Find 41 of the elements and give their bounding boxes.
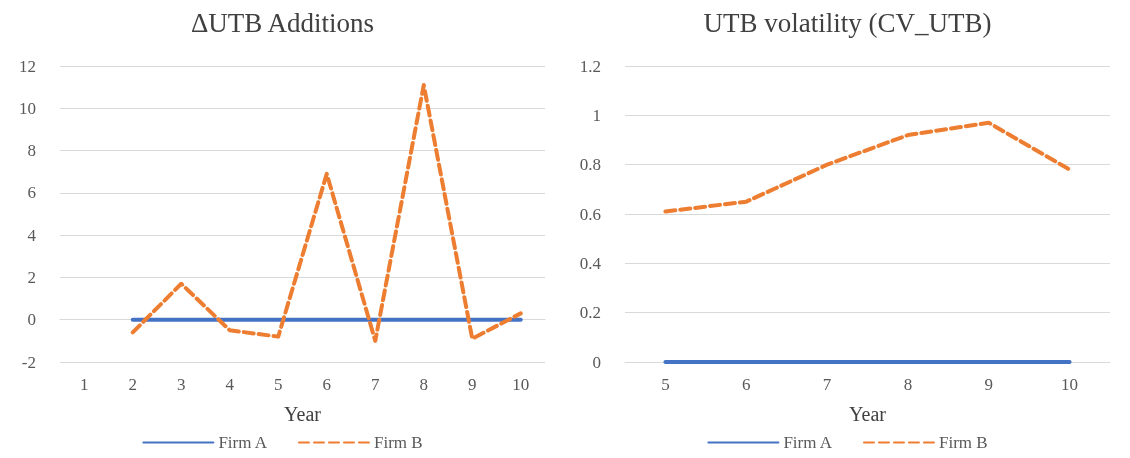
y-tick-label: 0	[592, 352, 601, 372]
y-tick-label: 0.4	[579, 253, 602, 273]
y-tick-label: 8	[27, 141, 36, 161]
x-tick-label: 6	[322, 375, 331, 394]
x-tick-label: 9	[984, 375, 993, 394]
y-tick-label: 2	[27, 267, 36, 287]
chart-title: UTB volatility (CV_UTB)	[703, 7, 992, 38]
line-series	[130, 83, 523, 343]
y-tick-label: 0	[27, 310, 36, 330]
x-tick-label: 3	[177, 375, 186, 394]
x-tick-label: 6	[742, 375, 751, 394]
y-tick-label: 4	[27, 225, 37, 245]
x-axis-title: Year	[284, 403, 322, 425]
x-tick-label: 8	[903, 375, 913, 394]
x-tick-label: 5	[274, 375, 283, 394]
x-tick-label: 1	[80, 375, 89, 394]
legend-label: Firm B	[938, 433, 988, 452]
y-tick-label: 1.2	[579, 56, 601, 76]
x-axis-title: Year	[849, 403, 887, 425]
line-series	[663, 120, 1072, 214]
x-tick-label: 5	[661, 375, 670, 394]
legend-label: Firm B	[373, 433, 423, 452]
x-tick-label: 9	[468, 375, 477, 394]
y-tick-label: -2	[21, 352, 36, 372]
y-tick-label: 12	[19, 56, 36, 76]
x-tick-label: 7	[371, 375, 380, 394]
y-tick-label: 0.6	[579, 204, 601, 224]
legend-label: Firm A	[783, 433, 833, 452]
y-tick-label: 1	[592, 105, 601, 125]
x-tick-label: 4	[225, 375, 235, 394]
x-tick-label: 10	[1061, 375, 1079, 394]
x-tick-label: 7	[822, 375, 832, 394]
legend-label: Firm A	[218, 433, 268, 452]
x-tick-label: 2	[128, 375, 137, 394]
y-tick-label: 6	[27, 183, 36, 203]
chart-title: ΔUTB Additions	[190, 7, 375, 38]
y-tick-label: 10	[19, 98, 36, 118]
y-tick-label: 0.2	[579, 303, 601, 323]
x-tick-label: 8	[419, 375, 428, 394]
y-tick-label: 0.8	[579, 155, 601, 175]
x-tick-label: 10	[512, 375, 530, 394]
